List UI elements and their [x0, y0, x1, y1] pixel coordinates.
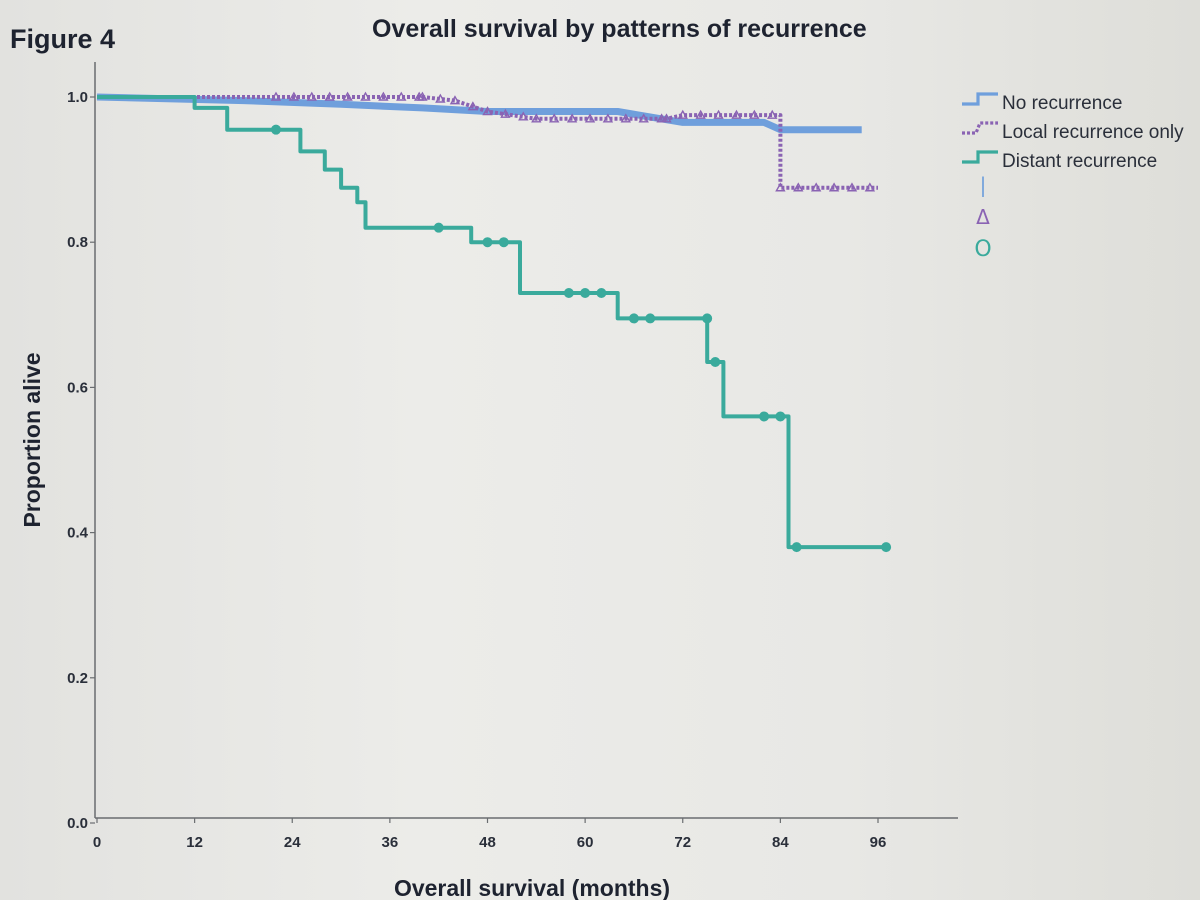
censor-mark — [646, 314, 655, 323]
censor-mark — [629, 314, 638, 323]
censor-mark — [760, 412, 769, 421]
legend-label: Local recurrence only — [1002, 122, 1184, 143]
figure-label: Figure 4 — [10, 24, 115, 54]
censor-mark — [434, 223, 443, 232]
legend-symbol: O — [974, 237, 991, 262]
series-marker-triangle — [361, 93, 369, 100]
series-marker-triangle — [679, 111, 687, 118]
censor-mark — [776, 412, 785, 421]
legend-label: Distant recurrence — [1002, 151, 1157, 172]
x-tick-label: 72 — [674, 834, 691, 851]
legend-swatch — [962, 152, 998, 162]
x-tick-label: 0 — [93, 834, 101, 851]
chart-title: Overall survival by patterns of recurren… — [372, 15, 867, 43]
series-marker-triangle — [550, 115, 558, 122]
series-marker-triangle — [776, 184, 784, 191]
x-axis-label: Overall survival (months) — [394, 875, 670, 900]
legend-label: No recurrence — [1002, 93, 1122, 114]
series-marker-triangle — [866, 184, 874, 191]
censor-mark — [711, 357, 720, 366]
y-tick-label: 0.0 — [67, 815, 88, 832]
series-marker-triangle — [768, 111, 776, 118]
censor-mark — [792, 543, 801, 552]
series-line-3 — [97, 97, 886, 547]
series-marker-triangle — [436, 95, 444, 102]
y-tick-label: 0.4 — [67, 525, 89, 542]
series-marker-triangle — [451, 97, 459, 104]
censor-mark — [581, 289, 590, 298]
x-tick-group: 0 12 24 36 48 60 72 84 96 — [93, 818, 887, 851]
legend: No recurrence Local recurrence only Distan… — [962, 93, 1184, 262]
censor-mark — [564, 289, 573, 298]
series-group — [97, 93, 891, 552]
y-axis-label: Proportion alive — [19, 352, 45, 527]
censor-mark — [499, 238, 508, 247]
censor-mark — [882, 543, 891, 552]
legend-symbol: | — [980, 173, 987, 197]
x-tick-label: 96 — [870, 834, 887, 851]
y-tick-group: 0.0 0.2 0.4 0.6 0.8 1.0 — [67, 89, 95, 832]
series-marker-triangle — [308, 93, 316, 100]
censor-mark — [703, 314, 712, 323]
y-tick-label: 1.0 — [67, 89, 88, 106]
series-marker-triangle — [715, 111, 723, 118]
x-tick-label: 84 — [772, 834, 789, 851]
y-tick-label: 0.6 — [67, 379, 88, 396]
legend-swatch — [962, 123, 998, 133]
y-tick-label: 0.8 — [67, 234, 88, 251]
x-tick-label: 12 — [186, 834, 203, 851]
x-tick-label: 36 — [382, 834, 399, 851]
x-tick-label: 24 — [284, 834, 301, 851]
legend-symbol: Δ — [976, 205, 990, 229]
x-tick-label: 48 — [479, 834, 496, 851]
series-marker-triangle — [812, 184, 820, 191]
censor-mark — [597, 289, 606, 298]
x-tick-label: 60 — [577, 834, 594, 851]
series-marker-triangle — [397, 93, 405, 100]
censor-mark — [271, 125, 280, 134]
series-line-2 — [97, 97, 878, 188]
y-tick-label: 0.2 — [67, 670, 88, 687]
series-marker-triangle — [604, 115, 612, 122]
censor-mark — [483, 238, 492, 247]
legend-swatch — [962, 94, 998, 104]
